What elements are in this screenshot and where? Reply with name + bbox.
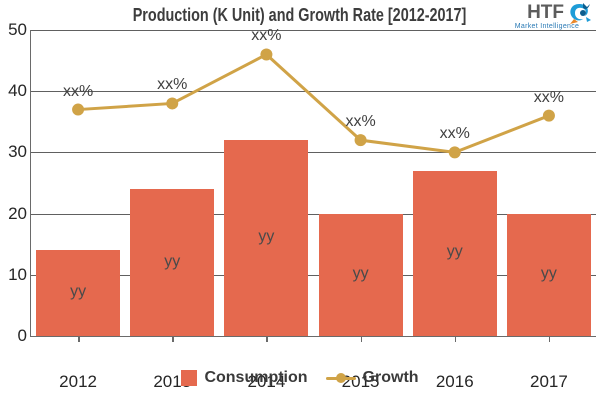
x-tick-2013 bbox=[172, 336, 174, 342]
x-tick-2016 bbox=[454, 336, 457, 342]
growth-point-2014[interactable] bbox=[260, 48, 273, 61]
gridline-20 bbox=[31, 213, 596, 215]
y-axis-label-0: 0 bbox=[17, 326, 27, 345]
growth-line-path bbox=[77, 52, 550, 154]
gridline-10 bbox=[31, 274, 596, 276]
growth-point-2015[interactable] bbox=[354, 134, 367, 147]
growth-point-2013[interactable] bbox=[166, 97, 179, 110]
growth-point-label-2014: xx% bbox=[251, 27, 282, 45]
bar-label-2014: yy bbox=[258, 228, 275, 246]
y-axis-label-10: 10 bbox=[8, 264, 27, 284]
growth-point-label-2012: xx% bbox=[62, 82, 94, 100]
htf-swirl-icon bbox=[570, 3, 591, 24]
bar-2012[interactable] bbox=[36, 250, 121, 336]
growth-line-series bbox=[72, 48, 555, 159]
chart-title-text: Production (K Unit) and Growth Rate [201… bbox=[133, 5, 467, 25]
y-axis-label-50: 50 bbox=[8, 20, 27, 39]
consumption-swatch-icon bbox=[181, 370, 198, 386]
legend: Consumption Growth bbox=[0, 369, 600, 387]
gridline-50 bbox=[31, 30, 596, 31]
bar-label-2016: yy bbox=[446, 243, 463, 261]
x-tick-2014 bbox=[266, 336, 268, 342]
bar-label-2012: yy bbox=[70, 283, 87, 301]
bar-label-2013: yy bbox=[164, 252, 181, 270]
legend-label-growth: Growth bbox=[362, 369, 419, 386]
bar-2014[interactable] bbox=[224, 140, 309, 336]
x-axis-label-2016[interactable]: 2016 bbox=[435, 372, 474, 391]
gridline-30 bbox=[31, 152, 596, 154]
gridline-40 bbox=[31, 91, 596, 93]
x-axis-label-2015[interactable]: 2015 bbox=[341, 372, 380, 391]
growth-point-label-2013: xx% bbox=[157, 76, 188, 94]
htf-logo: HTF Market Intelligence bbox=[502, 2, 592, 36]
y-axis-label-40: 40 bbox=[8, 81, 27, 101]
logo-text: HTF bbox=[527, 2, 564, 23]
x-axis-label-2012[interactable]: 2012 bbox=[59, 372, 97, 391]
y-axis-label-20: 20 bbox=[8, 203, 27, 223]
growth-point-2012[interactable] bbox=[72, 103, 85, 116]
growth-point-label-2016: xx% bbox=[439, 125, 470, 143]
x-tick-2017 bbox=[548, 336, 551, 342]
growth-point-label-2015: xx% bbox=[345, 113, 376, 131]
bar-2016[interactable] bbox=[412, 170, 497, 336]
logo-subtext: Market Intelligence bbox=[514, 23, 580, 30]
bar-2015[interactable] bbox=[318, 213, 403, 336]
legend-item-consumption[interactable]: Consumption bbox=[181, 369, 308, 387]
y-axis-label-30: 30 bbox=[8, 142, 27, 162]
growth-point-2016[interactable] bbox=[448, 146, 461, 159]
legend-item-growth[interactable]: Growth bbox=[325, 369, 419, 387]
plot-area: 0 10 20 30 40 50 yy yy yy yy yy yy 2012 2013 2014 2015 2… bbox=[8, 20, 596, 391]
growth-point-label-2017: xx% bbox=[533, 88, 565, 106]
chart-title: Production (K Unit) and Growth Rate [201… bbox=[0, 5, 600, 26]
legend-label-consumption: Consumption bbox=[204, 369, 308, 386]
bar-2013[interactable] bbox=[130, 189, 215, 336]
x-tick-2012 bbox=[78, 336, 80, 342]
x-tick-2015 bbox=[360, 336, 363, 342]
bar-label-2015: yy bbox=[352, 264, 369, 282]
bar-label-2017: yy bbox=[540, 264, 557, 282]
x-axis-label-2017[interactable]: 2017 bbox=[529, 372, 568, 391]
x-axis-label-2014[interactable]: 2014 bbox=[247, 372, 286, 391]
growth-point-2017[interactable] bbox=[542, 109, 555, 122]
growth-line-icon bbox=[325, 370, 356, 386]
bar-2017[interactable] bbox=[506, 213, 591, 336]
